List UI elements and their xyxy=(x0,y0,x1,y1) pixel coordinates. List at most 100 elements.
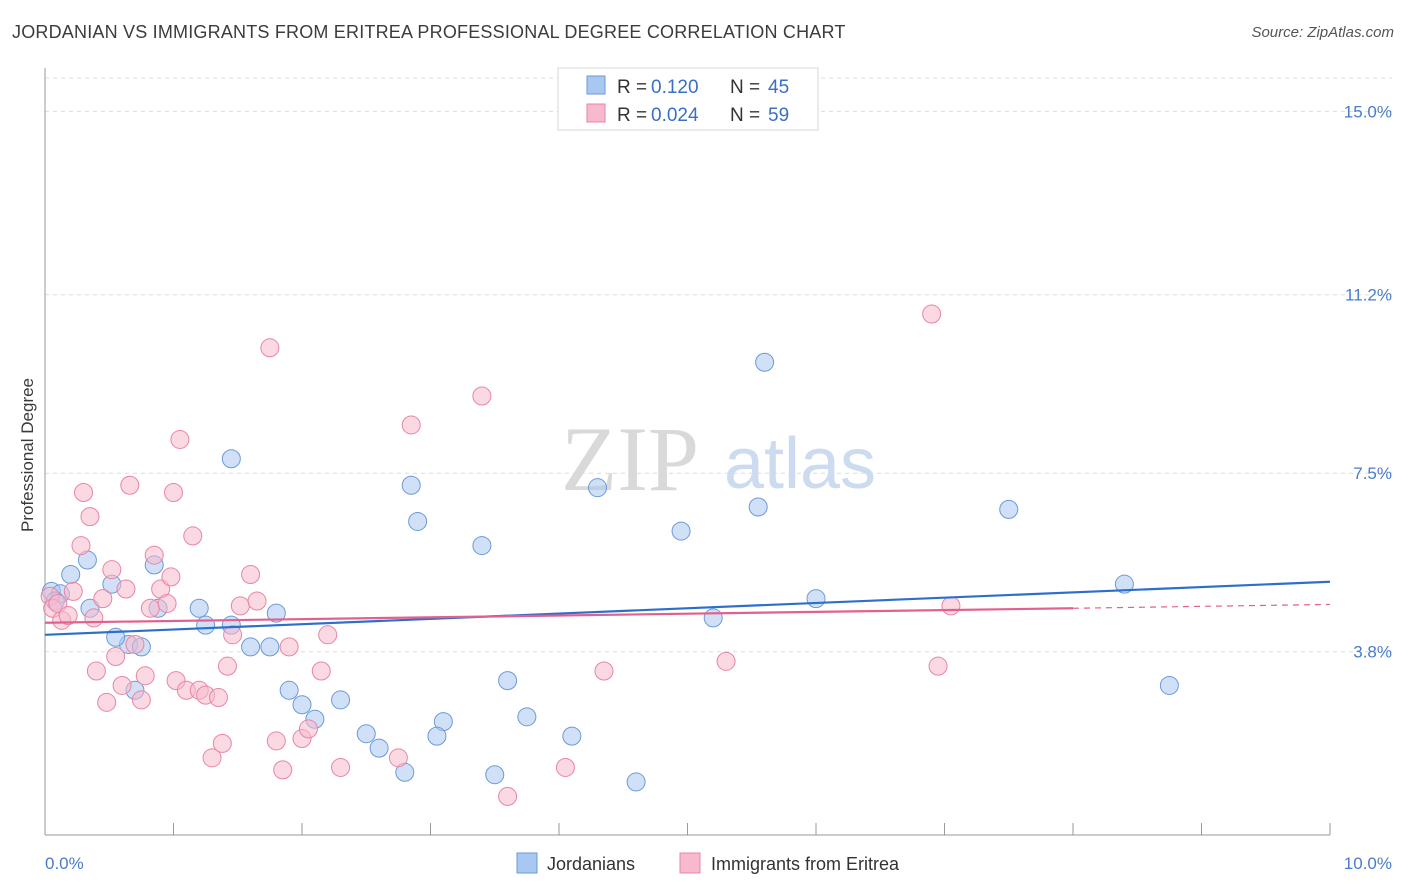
gridlines xyxy=(45,77,1392,653)
legend-n-label-2: N = xyxy=(730,105,760,126)
eritrea-point xyxy=(311,661,331,681)
x-tick-label-min: 0.0% xyxy=(45,854,84,873)
eritrea-point xyxy=(86,661,106,681)
jordanians-point xyxy=(61,565,81,585)
y-tick-labels: 3.8% 7.5% 11.2% 15.0% xyxy=(1344,102,1392,661)
jordanians-point xyxy=(401,475,421,495)
legend-r-label-2: R = xyxy=(617,105,647,126)
eritrea-point xyxy=(594,661,614,681)
eritrea-point xyxy=(157,593,177,613)
eritrea-point xyxy=(183,526,203,546)
jordanians-point xyxy=(1159,675,1179,695)
eritrea-point xyxy=(161,567,181,587)
jordanians-point xyxy=(260,637,280,657)
jordanians-point xyxy=(755,352,775,372)
eritrea-point xyxy=(74,483,94,503)
eritrea-point xyxy=(84,608,104,628)
eritrea-point xyxy=(202,748,222,768)
jordanians-point xyxy=(517,707,537,727)
legend-r-value-1: 0.120 xyxy=(651,77,699,98)
y-axis-label: Professional Degree xyxy=(18,378,37,532)
legend-n-value-1: 45 xyxy=(768,77,789,98)
eritrea-point xyxy=(120,475,140,495)
eritrea-point xyxy=(472,386,492,406)
jordanians-point xyxy=(196,615,216,635)
eritrea-point xyxy=(106,647,126,667)
eritrea-point xyxy=(217,656,237,676)
stats-legend: R = 0.120 N = 45 R = 0.024 N = 59 xyxy=(557,67,819,131)
eritrea-point xyxy=(58,606,78,626)
eritrea-point xyxy=(140,598,160,618)
jordanians-point xyxy=(703,608,723,628)
eritrea-point xyxy=(112,675,132,695)
jordanians-point xyxy=(1114,574,1134,594)
eritrea-point xyxy=(401,415,421,435)
jordanians-trend-line xyxy=(44,580,1331,636)
legend-r-label-1: R = xyxy=(617,77,647,98)
eritrea-point xyxy=(260,338,280,358)
eritrea-point xyxy=(208,688,228,708)
jordanians-point xyxy=(292,695,312,715)
legend-n-value-2: 59 xyxy=(768,105,789,126)
jordanians-point xyxy=(485,765,505,785)
bottom-legend-swatch-jordanians xyxy=(516,852,538,874)
series-legend: Jordanians Immigrants from Eritrea xyxy=(516,852,900,874)
eritrea-point xyxy=(212,733,232,753)
jordanians-point xyxy=(427,726,447,746)
chart-title: JORDANIAN VS IMMIGRANTS FROM ERITREA PRO… xyxy=(12,22,846,42)
jordanians-point xyxy=(562,726,582,746)
bottom-legend-jordanians: Jordanians xyxy=(547,854,635,874)
jordanians-point xyxy=(408,511,428,531)
series-eritrea-points xyxy=(40,304,961,806)
eritrea-trend-extension xyxy=(1072,603,1331,609)
legend-swatch-jordanians xyxy=(586,75,606,95)
eritrea-point xyxy=(63,581,83,601)
jordanians-point xyxy=(266,603,286,623)
eritrea-point xyxy=(80,507,100,527)
eritrea-point xyxy=(279,637,299,657)
eritrea-point xyxy=(498,786,518,806)
eritrea-point xyxy=(230,596,250,616)
eritrea-point xyxy=(941,596,961,616)
eritrea-point xyxy=(555,757,575,777)
jordanians-point xyxy=(279,680,299,700)
eritrea-point xyxy=(223,625,243,645)
eritrea-point xyxy=(144,545,164,565)
eritrea-point xyxy=(71,536,91,556)
y-tick-label: 7.5% xyxy=(1353,464,1392,483)
y-tick-label: 15.0% xyxy=(1344,102,1392,121)
eritrea-point xyxy=(135,666,155,686)
legend-swatch-eritrea xyxy=(586,103,606,123)
legend-r-value-2: 0.024 xyxy=(651,105,699,126)
jordanians-point xyxy=(241,637,261,657)
jordanians-point xyxy=(498,671,518,691)
eritrea-point xyxy=(102,560,122,580)
jordanians-point xyxy=(221,449,241,469)
eritrea-point xyxy=(131,690,151,710)
eritrea-point xyxy=(331,757,351,777)
eritrea-trend-line xyxy=(44,607,1074,624)
x-axis-ticks xyxy=(44,823,1331,835)
trend-lines xyxy=(44,580,1331,636)
eritrea-point xyxy=(170,429,190,449)
jordanians-point xyxy=(588,478,608,498)
bottom-legend-swatch-eritrea xyxy=(679,852,701,874)
eritrea-point xyxy=(125,634,145,654)
jordanians-point xyxy=(472,536,492,556)
eritrea-point xyxy=(388,748,408,768)
x-tick-label-max: 10.0% xyxy=(1344,854,1392,873)
watermark-atlas: atlas xyxy=(724,424,876,504)
watermark-zip: ZIP xyxy=(561,408,699,510)
eritrea-point xyxy=(273,760,293,780)
jordanians-point xyxy=(671,521,691,541)
eritrea-point xyxy=(318,625,338,645)
eritrea-point xyxy=(247,591,267,611)
eritrea-point xyxy=(93,589,113,609)
eritrea-point xyxy=(298,719,318,739)
y-tick-label: 3.8% xyxy=(1353,643,1392,662)
legend-n-label-1: N = xyxy=(730,77,760,98)
eritrea-point xyxy=(116,579,136,599)
jordanians-point xyxy=(748,497,768,517)
y-tick-label: 11.2% xyxy=(1345,286,1392,305)
